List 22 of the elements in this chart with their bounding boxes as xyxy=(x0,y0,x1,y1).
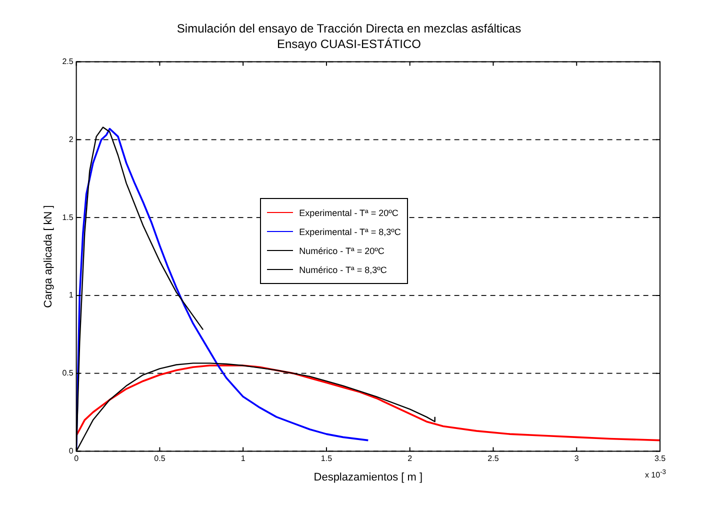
x-tick-label: 2.5 xyxy=(488,454,500,464)
y-tick-label: 0 xyxy=(68,446,74,456)
legend-label: Experimental - Tª = 20ºC xyxy=(299,208,398,218)
y-tick-label: 1 xyxy=(68,290,74,300)
x-tick-label: 3.5 xyxy=(654,454,666,464)
text: x 10$^{-3}$ xyxy=(644,469,666,480)
legend-label: Numérico - Tª = 20ºC xyxy=(299,246,384,256)
y-axis-title: Carga aplicada [ kN ] xyxy=(42,205,55,308)
x-tick-label: 2 xyxy=(408,454,413,464)
x-tick-label: 3 xyxy=(574,454,580,464)
chart-subtitle: Ensayo CUASI-ESTÁTICO xyxy=(276,36,422,51)
y-tick-label: 2.5 xyxy=(62,57,74,66)
legend-label: Experimental - Tª = 8,3ºC xyxy=(299,226,401,237)
y-tick-label: 1.5 xyxy=(62,212,74,222)
legend-label: Numérico - Tª = 8,3ºC xyxy=(299,264,387,275)
x-tick-label: 1 xyxy=(240,454,246,464)
x-tick-label: 0.5 xyxy=(154,454,166,464)
x-axis-title: Desplazamientos [ m ] xyxy=(314,471,423,484)
chart-title: Simulación del ensayo de Tracción Directa en mezclas asfálticas xyxy=(176,22,522,36)
x-tick-label: 1.5 xyxy=(320,454,333,464)
y-tick-label: 0.5 xyxy=(62,368,74,378)
y-tick-label: 2 xyxy=(68,134,74,144)
